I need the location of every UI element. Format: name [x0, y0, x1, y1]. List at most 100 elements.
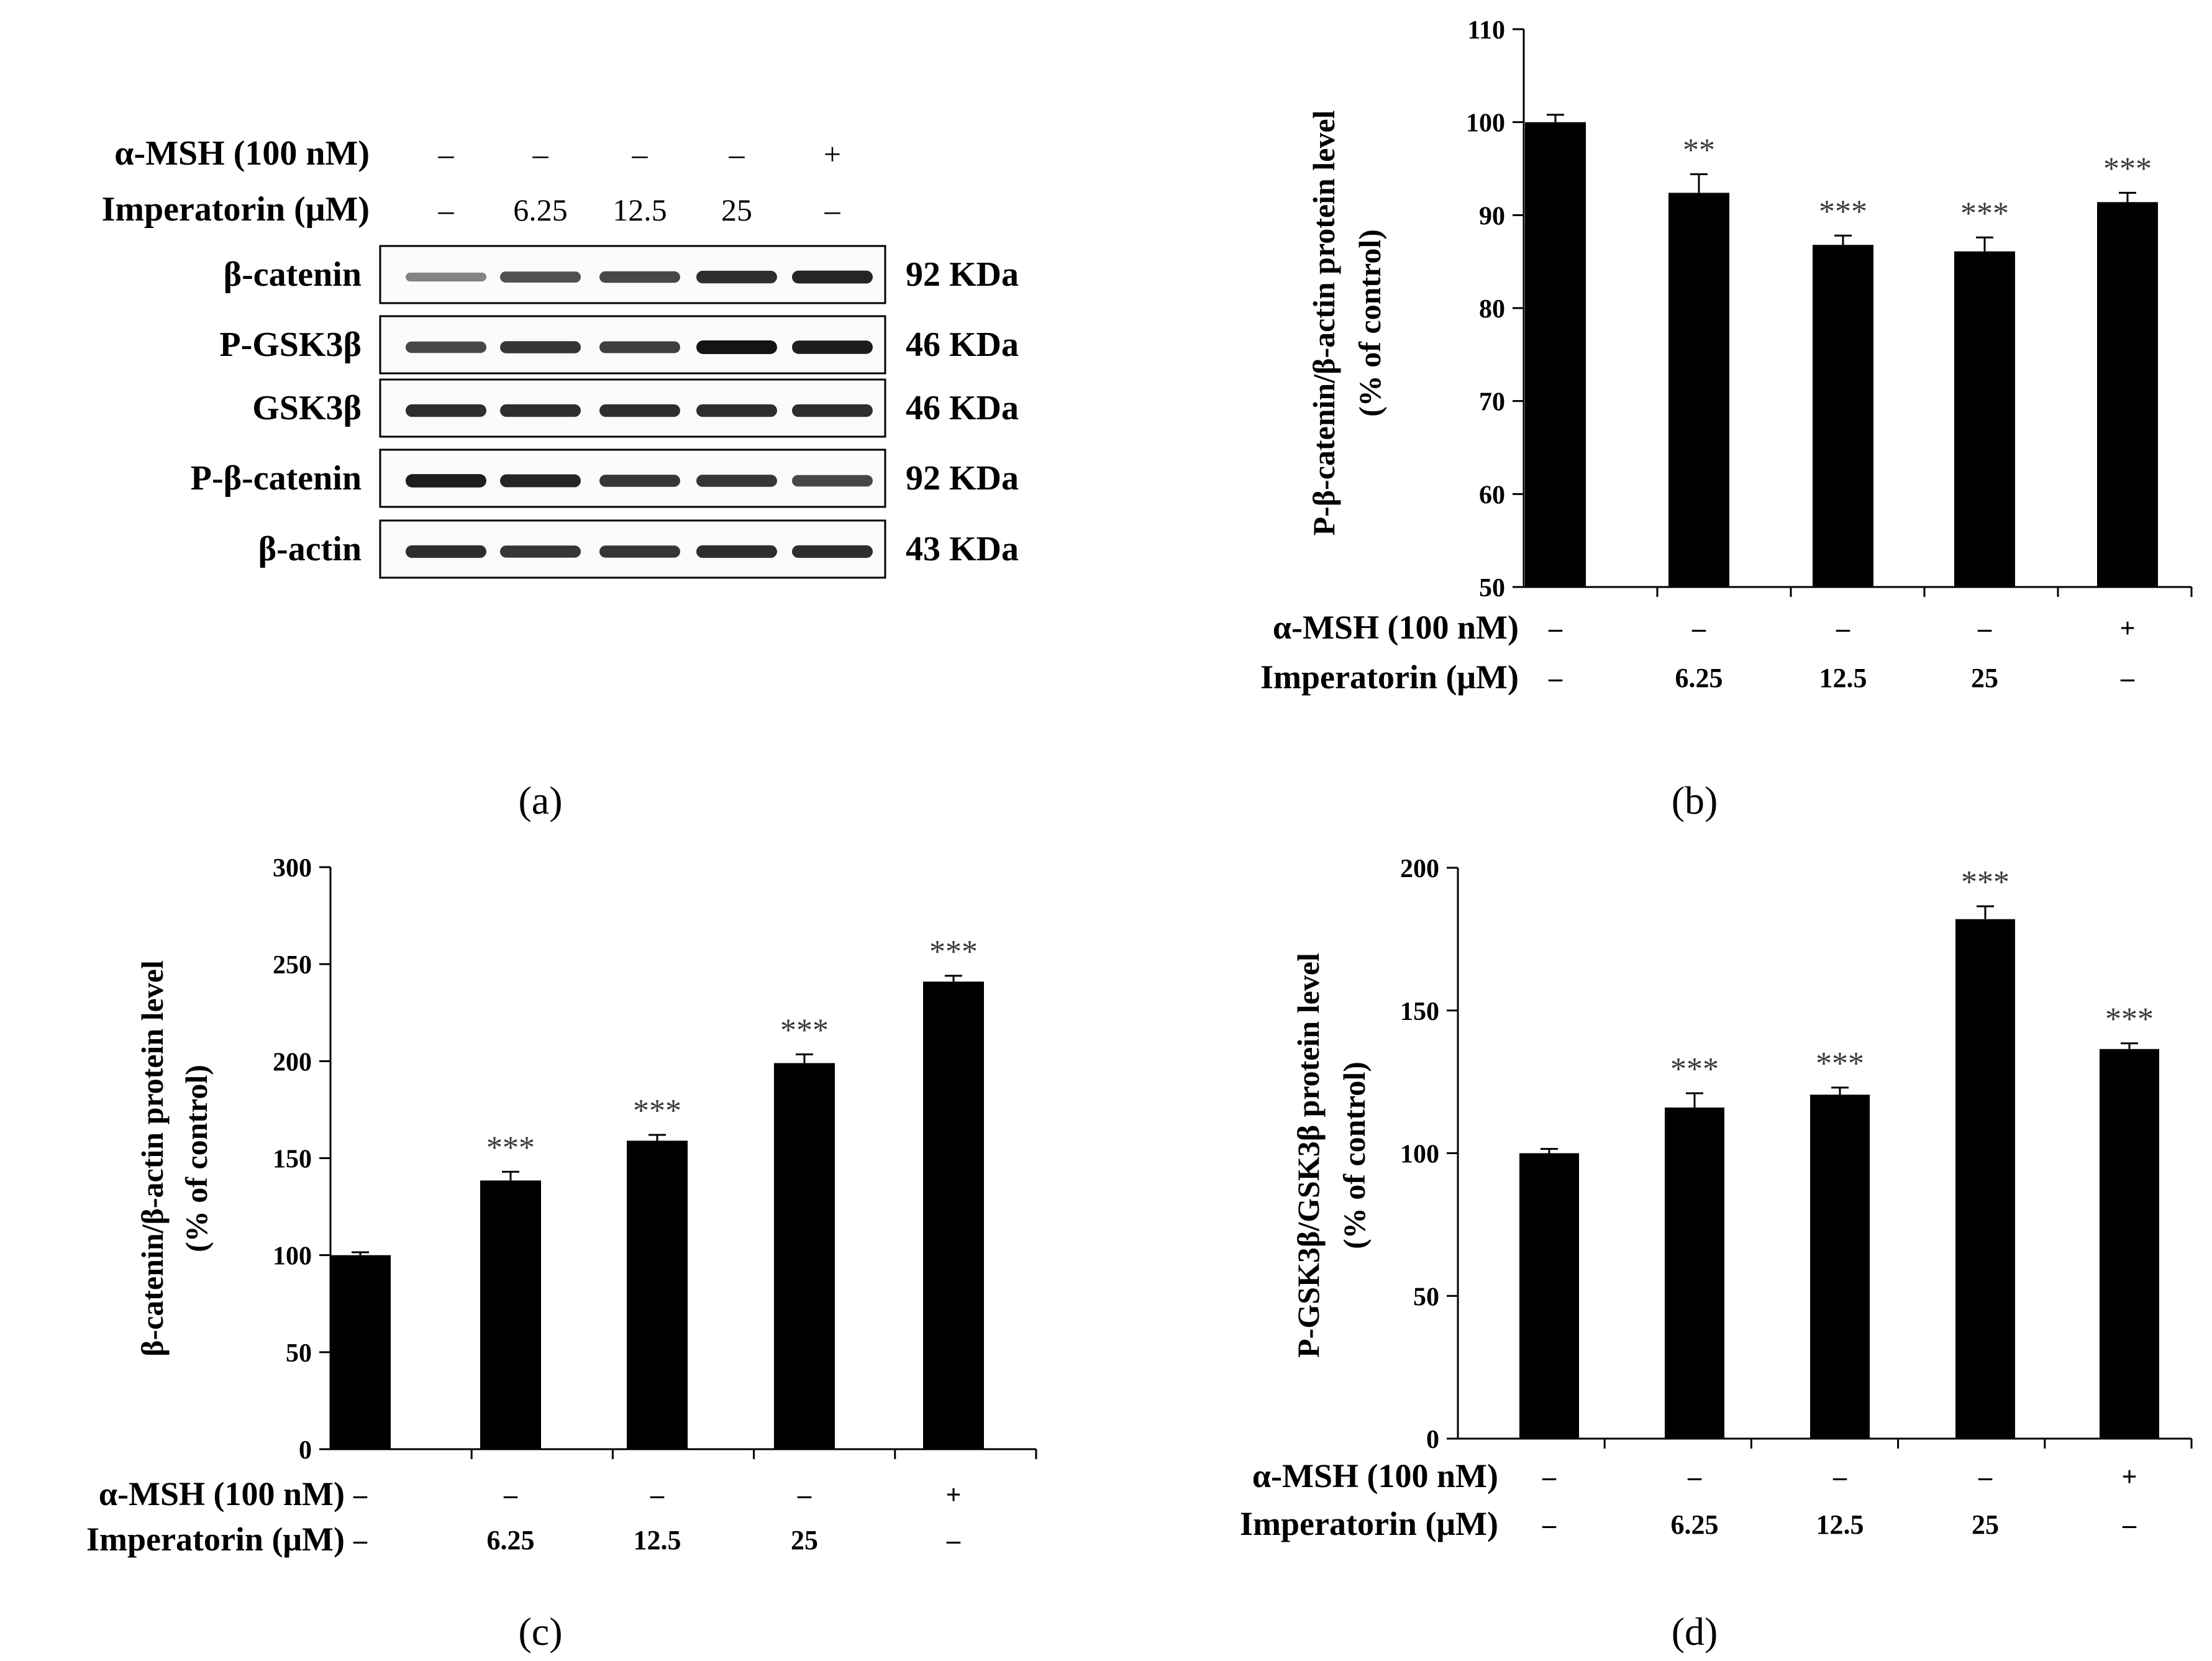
y-tick-label: 100 [273, 1242, 312, 1271]
treatment-value: – [353, 1480, 368, 1510]
blot-band [792, 545, 873, 558]
y-axis-label: P-GSK3β/GSK3β protein level [1291, 953, 1326, 1358]
blot-treatment-value: – [824, 193, 841, 227]
bar [1665, 1107, 1724, 1439]
blot-band [792, 340, 873, 354]
y-axis-label: P-β-catenin/β-actin protein level [1306, 110, 1341, 535]
treatment-value: – [1548, 663, 1563, 693]
treatment-value: 25 [1971, 663, 1998, 693]
treatment-value: – [2122, 1509, 2137, 1540]
panel-d-caption: (d) [1672, 1609, 1718, 1654]
bar [627, 1140, 688, 1449]
significance-marker: *** [1961, 865, 2009, 900]
blot-band [696, 404, 777, 417]
treatment-value: 25 [791, 1525, 818, 1555]
panel-d-chart: 0 50 100 150 200 *** *** *** *** α-MSH (100 nM) – –… [1240, 855, 2193, 1542]
treatment-value: – [1542, 1462, 1557, 1492]
blot-band [599, 341, 680, 353]
blot-band [696, 270, 777, 284]
treatment-value: – [650, 1480, 665, 1510]
blot-treatment-value: – [532, 137, 549, 171]
significance-marker: *** [929, 934, 978, 970]
significance-marker: *** [1816, 1046, 1864, 1081]
panel-a-western-blot: α-MSH (100 nM) – – – – + Imperatorin (μM) – 6.25… [102, 134, 1019, 579]
blot-band [406, 474, 486, 488]
treatment-value: 25 [1972, 1509, 1999, 1540]
treatment-value: – [1978, 1462, 1993, 1492]
bar [330, 1255, 391, 1449]
significance-marker: *** [1670, 1052, 1719, 1087]
significance-marker: *** [486, 1130, 535, 1165]
treatment-value: 6.25 [1675, 663, 1723, 693]
bar [774, 1063, 835, 1449]
treatment-value: – [353, 1525, 368, 1555]
y-tick-label: 90 [1479, 202, 1505, 230]
blot-band-size: 43 KDa [906, 530, 1019, 568]
y-axis-label-unit: (% of control) [1337, 1062, 1372, 1249]
blot-band [696, 475, 777, 487]
y-tick-label: 150 [273, 1145, 312, 1174]
y-axis-label-unit: (% of control) [1352, 229, 1387, 417]
treatment-value: – [1691, 613, 1706, 644]
bar [1813, 245, 1873, 587]
significance-marker: *** [2105, 1002, 2154, 1037]
blot-band [406, 272, 486, 282]
treatment-value: + [2121, 1462, 2137, 1492]
y-tick-label: 150 [1400, 998, 1439, 1026]
treatment-value: – [503, 1480, 518, 1510]
significance-marker: *** [1960, 196, 2009, 231]
treatment-label: Imperatorin (μM) [1240, 1505, 1498, 1542]
significance-marker: *** [2103, 151, 2152, 186]
treatment-value: – [2120, 663, 2135, 693]
treatment-value: – [797, 1480, 812, 1510]
bar [2097, 202, 2158, 587]
treatment-value: + [2119, 613, 2135, 644]
y-tick-label: 250 [273, 951, 312, 980]
y-tick-label: 0 [299, 1436, 312, 1465]
treatment-label: α-MSH (100 nM) [99, 1475, 345, 1513]
blot-band [599, 271, 680, 283]
y-tick-label: 200 [273, 1048, 312, 1076]
treatment-value: 12.5 [634, 1525, 681, 1555]
blot-treatment-value: – [438, 193, 455, 227]
bar [480, 1180, 541, 1449]
blot-band [500, 474, 581, 488]
blot-treatment-value: 12.5 [612, 193, 667, 227]
blot-band-size: 46 KDa [906, 325, 1019, 364]
blot-treatment-value: 6.25 [513, 193, 568, 227]
treatment-label: α-MSH (100 nM) [1252, 1457, 1498, 1495]
treatment-value: – [1687, 1462, 1702, 1492]
blot-band [599, 545, 680, 558]
blot-band [599, 404, 680, 417]
bar [1519, 1153, 1579, 1439]
blot-band-name: P-β-catenin [191, 459, 362, 498]
y-tick-label: 50 [1479, 574, 1505, 603]
treatment-value: – [1548, 613, 1563, 644]
y-tick-label: 50 [286, 1339, 312, 1368]
significance-marker: *** [1819, 194, 1867, 229]
blot-band-name: β-catenin [224, 255, 362, 294]
panel-c-caption: (c) [518, 1609, 562, 1654]
y-tick-label: 0 [1426, 1426, 1439, 1454]
blot-band [696, 340, 777, 354]
blot-band [599, 475, 680, 487]
blot-band [696, 545, 777, 558]
blot-treatment-value: – [729, 137, 745, 171]
blot-band-size: 46 KDa [906, 389, 1019, 427]
y-tick-label: 80 [1479, 295, 1505, 324]
blot-band-name: P-GSK3β [219, 325, 362, 364]
panel-c-chart: 0 50 100 150 200 250 300 *** *** *** *** α-MSH (100… [86, 854, 1037, 1558]
panel-b-caption: (b) [1672, 778, 1718, 822]
treatment-value: 6.25 [487, 1525, 535, 1555]
significance-marker: *** [633, 1093, 681, 1129]
treatment-value: – [1836, 613, 1850, 644]
bar [923, 981, 984, 1449]
y-axis-label: β-catenin/β-actin protein level [135, 960, 170, 1357]
treatment-value: 12.5 [1816, 1509, 1864, 1540]
significance-marker: ** [1683, 132, 1715, 168]
treatment-value: – [1977, 613, 1992, 644]
treatment-value: – [1832, 1462, 1847, 1492]
